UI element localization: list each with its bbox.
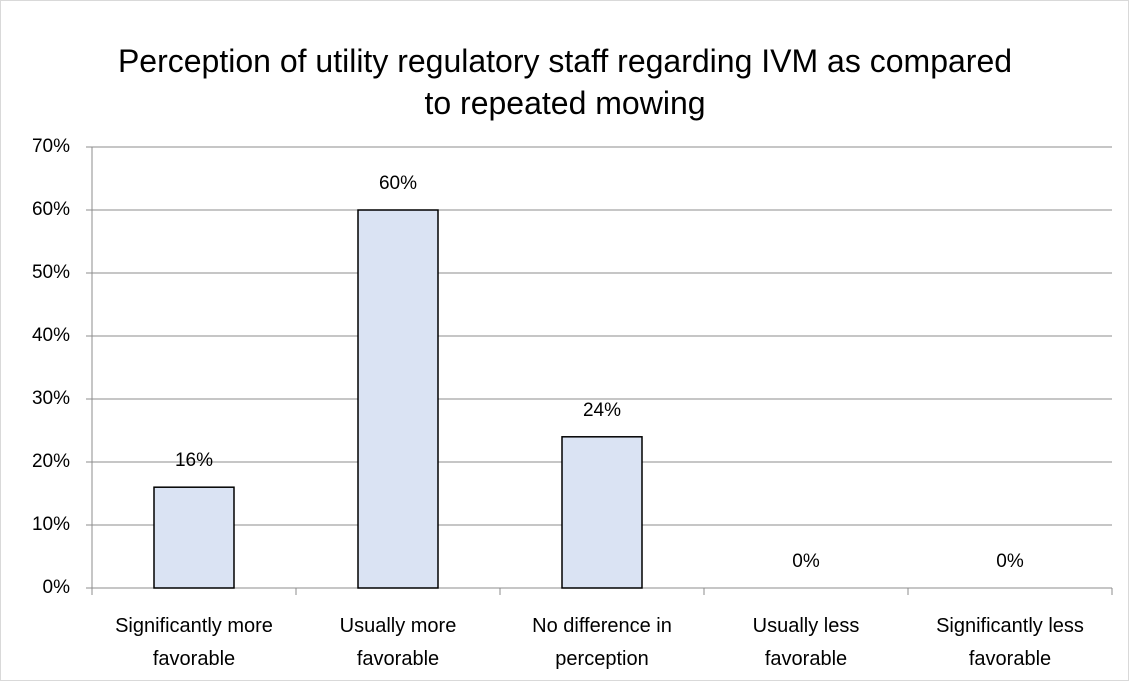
y-tick-label: 10% xyxy=(32,514,70,535)
bar xyxy=(153,486,235,589)
y-tick-label: 0% xyxy=(43,577,71,598)
y-tick-label: 40% xyxy=(32,325,70,346)
data-label: 60% xyxy=(379,173,417,194)
x-tick-label: Significantly less favorable xyxy=(936,615,1084,670)
x-tick-label: No difference in perception xyxy=(532,615,672,670)
y-tick-label: 20% xyxy=(32,451,70,472)
x-tick-label: Usually less favorable xyxy=(752,615,860,670)
data-label: 0% xyxy=(792,551,820,572)
x-tick-label: Usually more favorable xyxy=(339,615,457,670)
y-tick-label: 70% xyxy=(32,136,70,157)
data-label: 24% xyxy=(583,400,621,421)
chart-title: Perception of utility regulatory staff r… xyxy=(117,43,1013,121)
data-label: 0% xyxy=(996,551,1024,572)
bar xyxy=(357,209,439,589)
bar xyxy=(561,436,643,589)
data-label: 16% xyxy=(175,450,213,471)
y-tick-label: 60% xyxy=(32,199,70,220)
y-tick-label: 50% xyxy=(32,262,70,283)
y-tick-label: 30% xyxy=(32,388,70,409)
x-tick-label: Significantly more favorable xyxy=(115,615,273,670)
